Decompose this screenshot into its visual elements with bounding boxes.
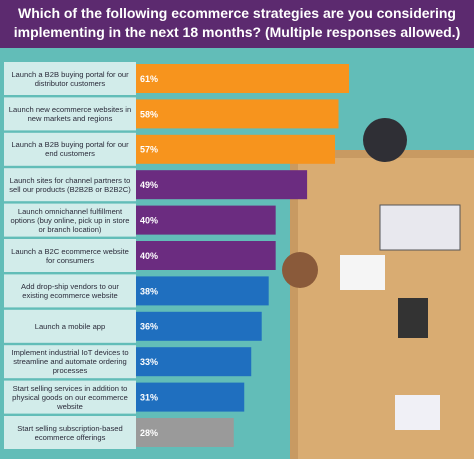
bar: [136, 205, 276, 235]
bar: [136, 64, 349, 93]
label-panel: [4, 239, 136, 272]
category-label: Start selling subscription-based ecommer…: [17, 423, 123, 442]
value-label: 31%: [140, 392, 158, 402]
title-banner: Which of the following ecommerce strateg…: [0, 0, 474, 48]
paper: [395, 395, 440, 430]
category-label: Start selling services in addition to ph…: [12, 383, 128, 411]
bar: [136, 418, 234, 447]
category-label: Launch omnichannel fulfillment options (…: [10, 206, 130, 234]
paper: [340, 255, 385, 290]
label-panel: [4, 62, 136, 95]
category-label: Implement industrial IoT devices to stre…: [11, 348, 129, 376]
label-panel: [4, 203, 136, 237]
bar: [136, 382, 245, 412]
person-head: [282, 252, 318, 288]
label-panel: [4, 168, 136, 202]
table-top: [298, 158, 474, 459]
value-label: 40%: [140, 215, 158, 225]
label-panel: [4, 416, 136, 449]
category-label: Launch a B2B buying portal for our end c…: [11, 140, 129, 159]
chart-title: Which of the following ecommerce strateg…: [13, 5, 461, 40]
value-label: 57%: [140, 145, 158, 155]
bar: [136, 134, 336, 164]
value-label: 36%: [140, 322, 158, 332]
category-label: Launch a B2B buying portal for our distr…: [11, 69, 129, 88]
laptop: [379, 204, 461, 251]
category-label: Launch a B2C ecommerce website for consu…: [11, 246, 129, 265]
label-panel: [4, 309, 136, 343]
value-label: 40%: [140, 251, 158, 261]
label-panel: [4, 132, 136, 166]
category-label: Add drop-ship vendors to our existing ec…: [21, 281, 119, 300]
value-label: 38%: [140, 286, 158, 296]
bar: [136, 170, 308, 200]
bar: [136, 347, 252, 377]
label-panel: [4, 274, 136, 308]
value-label: 58%: [140, 109, 158, 119]
value-label: 33%: [140, 357, 158, 367]
category-label: Launch a mobile app: [34, 321, 106, 331]
category-label: Launch new ecommerce websites in new mar…: [8, 104, 132, 123]
bar: [136, 241, 276, 270]
label-panel: [4, 97, 136, 131]
category-label: Launch sites for channel partners to sel…: [9, 175, 131, 194]
label-panel: [4, 380, 136, 414]
bar: [136, 311, 262, 341]
label-panel: [4, 345, 136, 379]
value-label: 28%: [140, 428, 158, 438]
person-head: [363, 118, 407, 162]
bar: [136, 276, 269, 306]
tablet: [398, 298, 428, 338]
bar: [136, 99, 339, 129]
value-label: 49%: [140, 180, 158, 190]
value-label: 61%: [140, 74, 158, 84]
